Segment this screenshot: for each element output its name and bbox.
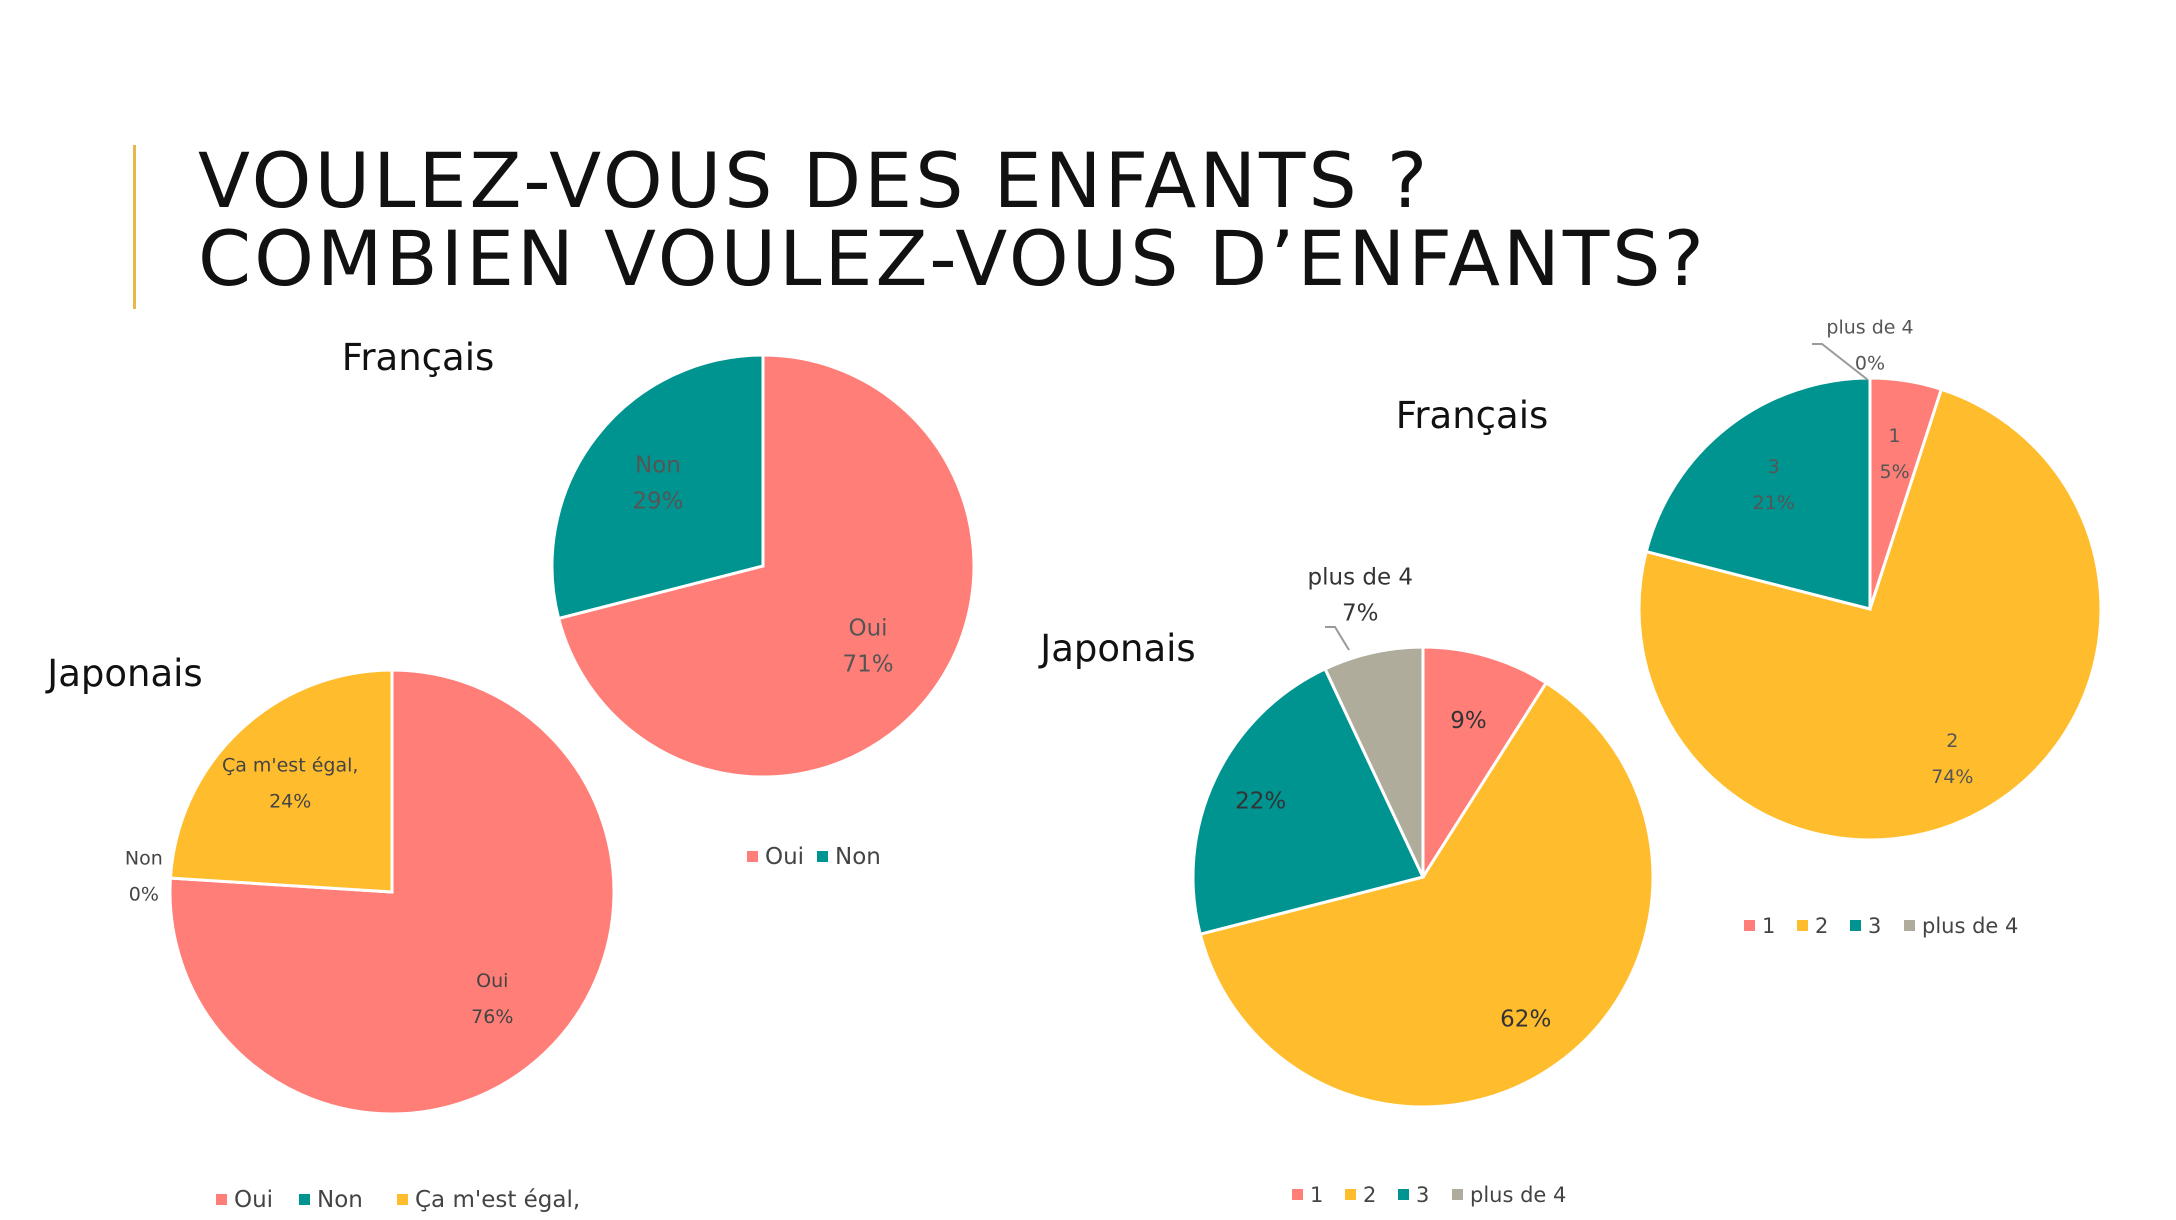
legend-item: Non [835,844,881,870]
data-label-value: 76% [471,1006,513,1028]
data-label-category: Oui [848,615,887,641]
data-label-value: 0% [1855,353,1885,375]
legend-item: 3 [1868,914,1881,938]
slide-title-line-1: VOULEZ-VOUS DES ENFANTS ? [198,136,1431,225]
title-accent-bar [133,145,136,309]
legend-item: plus de 4 [1470,1183,1566,1207]
data-label-value: 24% [269,791,311,813]
data-label-category: 1 [1889,425,1901,447]
legend-item: Ça m'est égal, [415,1187,580,1213]
legend-item: Oui [765,844,804,870]
pie-slice-non [550,353,765,621]
legend-item: Oui [234,1187,273,1213]
pie-slice-2 [1637,387,2103,842]
legend-item: 1 [1762,914,1775,938]
legend-swatch [1398,1189,1409,1200]
slide-title: VOULEZ-VOUS DES ENFANTS ? COMBIEN VOULEZ… [198,142,1707,298]
chart-title: Français [342,336,495,379]
legend-swatch [216,1194,227,1205]
pie-slice-1 [1421,645,1549,883]
leader-line [1812,343,1869,381]
legend-swatch [1292,1189,1303,1200]
data-label-value: 21% [1753,492,1795,514]
pie-slice-3 [1191,666,1426,937]
data-label-value: 0% [129,883,159,905]
leader-line [1325,626,1350,651]
data-label-value: 74% [1931,766,1973,788]
chart-title: Français [1396,394,1549,437]
pie-slice-3 [1644,376,1872,611]
data-label-value: 7% [1342,600,1379,626]
data-label-category: Non [125,847,163,869]
pie-slice-oui [556,353,976,779]
pie-chart-2: Japonais Oui 76% Non 0% Ça m'est égal, 24% Oui N… [45,652,616,1213]
data-label-category: Non [635,453,681,479]
slide-title-line-2: COMBIEN VOULEZ-VOUS D’ENFANTS? [198,214,1707,303]
data-label-category: Oui [476,970,508,992]
pie-slice-2 [1198,680,1655,1109]
legend-item: 2 [1815,914,1828,938]
data-label-category: plus de 4 [1308,564,1414,590]
legend-item: Non [317,1187,363,1213]
legend-swatch [1744,920,1755,931]
pie-chart-1: Français Oui 71% Non 29% Oui Non [342,336,976,870]
data-label-category: plus de 4 [1826,317,1913,339]
pie-slice-oui [168,668,616,1116]
pie-slice--a-m-est-gal- [168,668,394,894]
data-label-category: 2 [1946,730,1958,752]
legend-swatch [817,851,828,862]
legend-swatch [1452,1189,1463,1200]
legend-swatch [1797,920,1808,931]
legend-item: plus de 4 [1922,914,2018,938]
legend-swatch [299,1194,310,1205]
legend-item: 1 [1310,1183,1323,1207]
chart-title: Japonais [45,652,202,695]
legend-swatch [1345,1189,1356,1200]
legend-item: 3 [1416,1183,1429,1207]
data-label-category: Ça m'est égal, [222,755,358,777]
legend-swatch [397,1194,408,1205]
data-label-category: 3 [1768,456,1780,478]
chart-title: Japonais [1038,627,1195,670]
legend-swatch [1850,920,1861,931]
data-label-value: 9% [1450,708,1487,734]
pie-slice-plus-de-4 [1323,645,1425,878]
data-label-value: 5% [1879,461,1909,483]
data-label-value: 71% [842,651,893,677]
legend-item: 2 [1363,1183,1376,1207]
legend-swatch [747,851,758,862]
pie-chart-4: Français 1 5% 2 74% 3 21% plus de 4 0% 1 2 3 plus de… [1396,317,2103,938]
pie-chart-3: Japonais 9% 62% 22% plus de 4 7% 1 2 3 plus de 4 [1038,564,1655,1207]
legend-swatch [1904,920,1915,931]
data-label-value: 62% [1500,1006,1551,1032]
data-label-value: 22% [1235,789,1286,815]
data-label-value: 29% [632,489,683,515]
